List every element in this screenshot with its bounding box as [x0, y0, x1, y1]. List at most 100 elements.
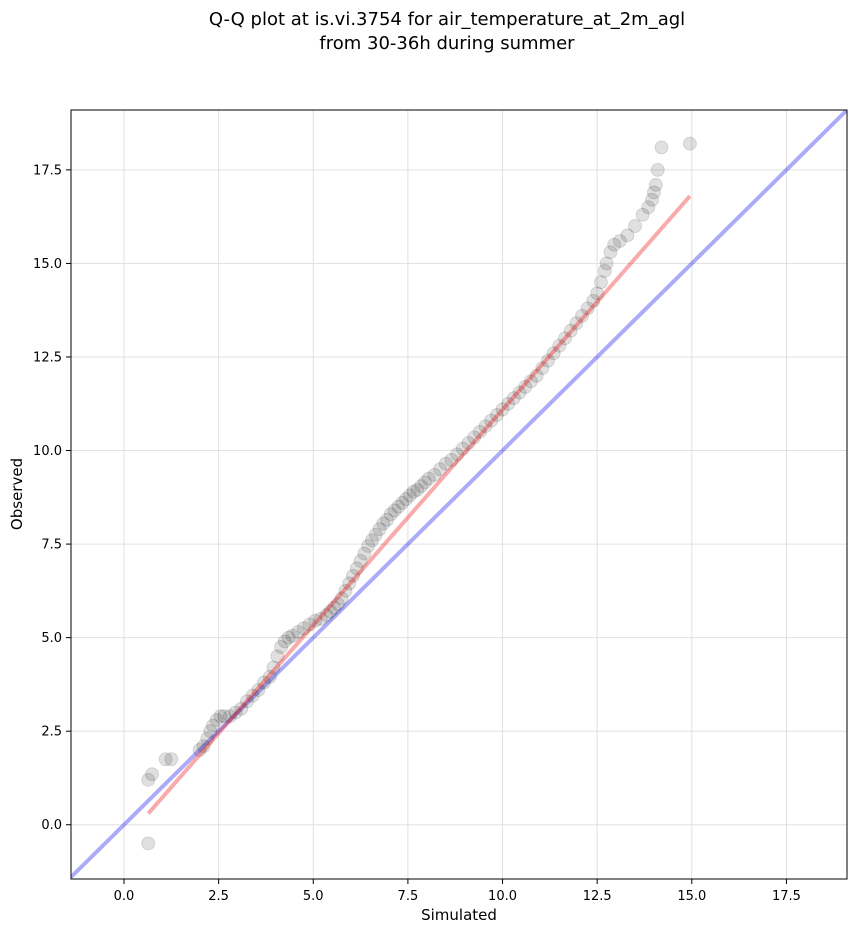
quantile-point [603, 245, 618, 260]
quantile-point [406, 484, 421, 499]
plot-frame [70, 109, 848, 880]
quantile-point [372, 522, 387, 537]
quantile-point [421, 471, 436, 486]
quantile-point [645, 192, 660, 207]
quantile-point [417, 475, 432, 490]
quantile-point [308, 613, 323, 628]
quantile-point [484, 413, 499, 428]
quantile-point [330, 596, 345, 611]
quantile-point [450, 447, 465, 462]
quantile-point [245, 688, 260, 703]
quantile-point [552, 338, 567, 353]
quantile-point [266, 660, 281, 675]
quantile-point [277, 634, 292, 649]
quantile-point [478, 419, 493, 434]
quantile-point [196, 739, 211, 754]
plot-content [71, 110, 847, 879]
quantile-point [529, 368, 544, 383]
quantile-point [327, 600, 342, 615]
quantile-point [387, 503, 402, 518]
quantile-point [402, 488, 417, 503]
quantile-point [270, 649, 285, 664]
quantile-point [433, 462, 448, 477]
quantile-point [523, 374, 538, 389]
quantile-point [438, 456, 453, 471]
quantile-point [489, 407, 504, 422]
y-tick-label: 12.5 [33, 350, 62, 365]
quantile-point [200, 731, 215, 746]
quantile-point [364, 533, 379, 548]
quantile-point [313, 611, 328, 626]
y-axis-label: Observed [8, 458, 26, 530]
quantile-point [414, 479, 429, 494]
quantile-point [427, 467, 442, 482]
quantile-point [274, 639, 289, 654]
quantile-point [648, 177, 663, 192]
quantile-point [234, 701, 249, 716]
quantile-point [620, 228, 635, 243]
quantile-point [251, 683, 266, 698]
quantile-point [346, 568, 361, 583]
quantile-point [641, 200, 656, 215]
chart-title-line-2: from 30-36h during summer [319, 33, 575, 54]
y-axis-ticks: 0.0 2.5 5.0 7.5 10.0 12.5 15.0 17.5 [33, 163, 71, 833]
x-tick-label: 10.0 [488, 889, 517, 904]
x-tick-label: 2.5 [208, 889, 229, 904]
quantile-point [654, 140, 669, 155]
quantile-point [222, 709, 237, 724]
quantile-point [518, 379, 533, 394]
quantile-point [192, 742, 207, 757]
quantile-point [495, 402, 510, 417]
x-tick-label: 17.5 [772, 889, 801, 904]
quantile-point [444, 452, 459, 467]
quantile-point [599, 256, 614, 271]
quantile-point [650, 162, 665, 177]
quantile-point [285, 628, 300, 643]
quantile-point [569, 316, 584, 331]
quantile-point [535, 361, 550, 376]
quantile-point [296, 621, 311, 636]
quantile-point [461, 436, 476, 451]
x-axis-ticks: 0.0 2.5 5.0 7.5 10.0 12.5 15.0 17.5 [114, 879, 801, 904]
quantile-point [262, 669, 277, 684]
quantile-point [506, 391, 521, 406]
y-tick-label: 2.5 [41, 725, 62, 740]
x-tick-label: 0.0 [114, 889, 135, 904]
quantile-point [164, 752, 179, 767]
quantile-point [635, 207, 650, 222]
quantile-point [607, 237, 622, 252]
fit-line-layer [146, 194, 692, 815]
quantile-point [383, 507, 398, 522]
quantile-point [455, 441, 470, 456]
quantile-point [467, 430, 482, 445]
y-tick-label: 7.5 [41, 538, 62, 553]
quantile-point [323, 604, 338, 619]
quantile-point [646, 185, 661, 200]
quantile-point [319, 608, 334, 623]
x-axis-label: Simulated [421, 906, 497, 924]
quantile-point [302, 617, 317, 632]
x-tick-label: 15.0 [677, 889, 706, 904]
quantile-point [217, 709, 232, 724]
quantile-point [334, 591, 349, 606]
quantile-point [472, 424, 487, 439]
chart-title-line-1: Q-Q plot at is.vi.3754 for air_temperatu… [209, 9, 685, 30]
quantile-point [557, 331, 572, 346]
quantile-point [546, 346, 561, 361]
quantile-point [357, 546, 372, 561]
quantile-point [380, 512, 395, 527]
quantile-point [349, 561, 364, 576]
quantile-point [580, 301, 595, 316]
quantile-point [281, 630, 296, 645]
quantile-point [376, 516, 391, 531]
identity-line [71, 110, 847, 879]
y-tick-label: 15.0 [33, 257, 62, 272]
quantile-point [628, 219, 643, 234]
quantile-point [399, 492, 414, 507]
quantile-point [203, 724, 218, 739]
fit-line [146, 194, 692, 815]
quantile-point [240, 694, 255, 709]
quantile-point [575, 308, 590, 323]
